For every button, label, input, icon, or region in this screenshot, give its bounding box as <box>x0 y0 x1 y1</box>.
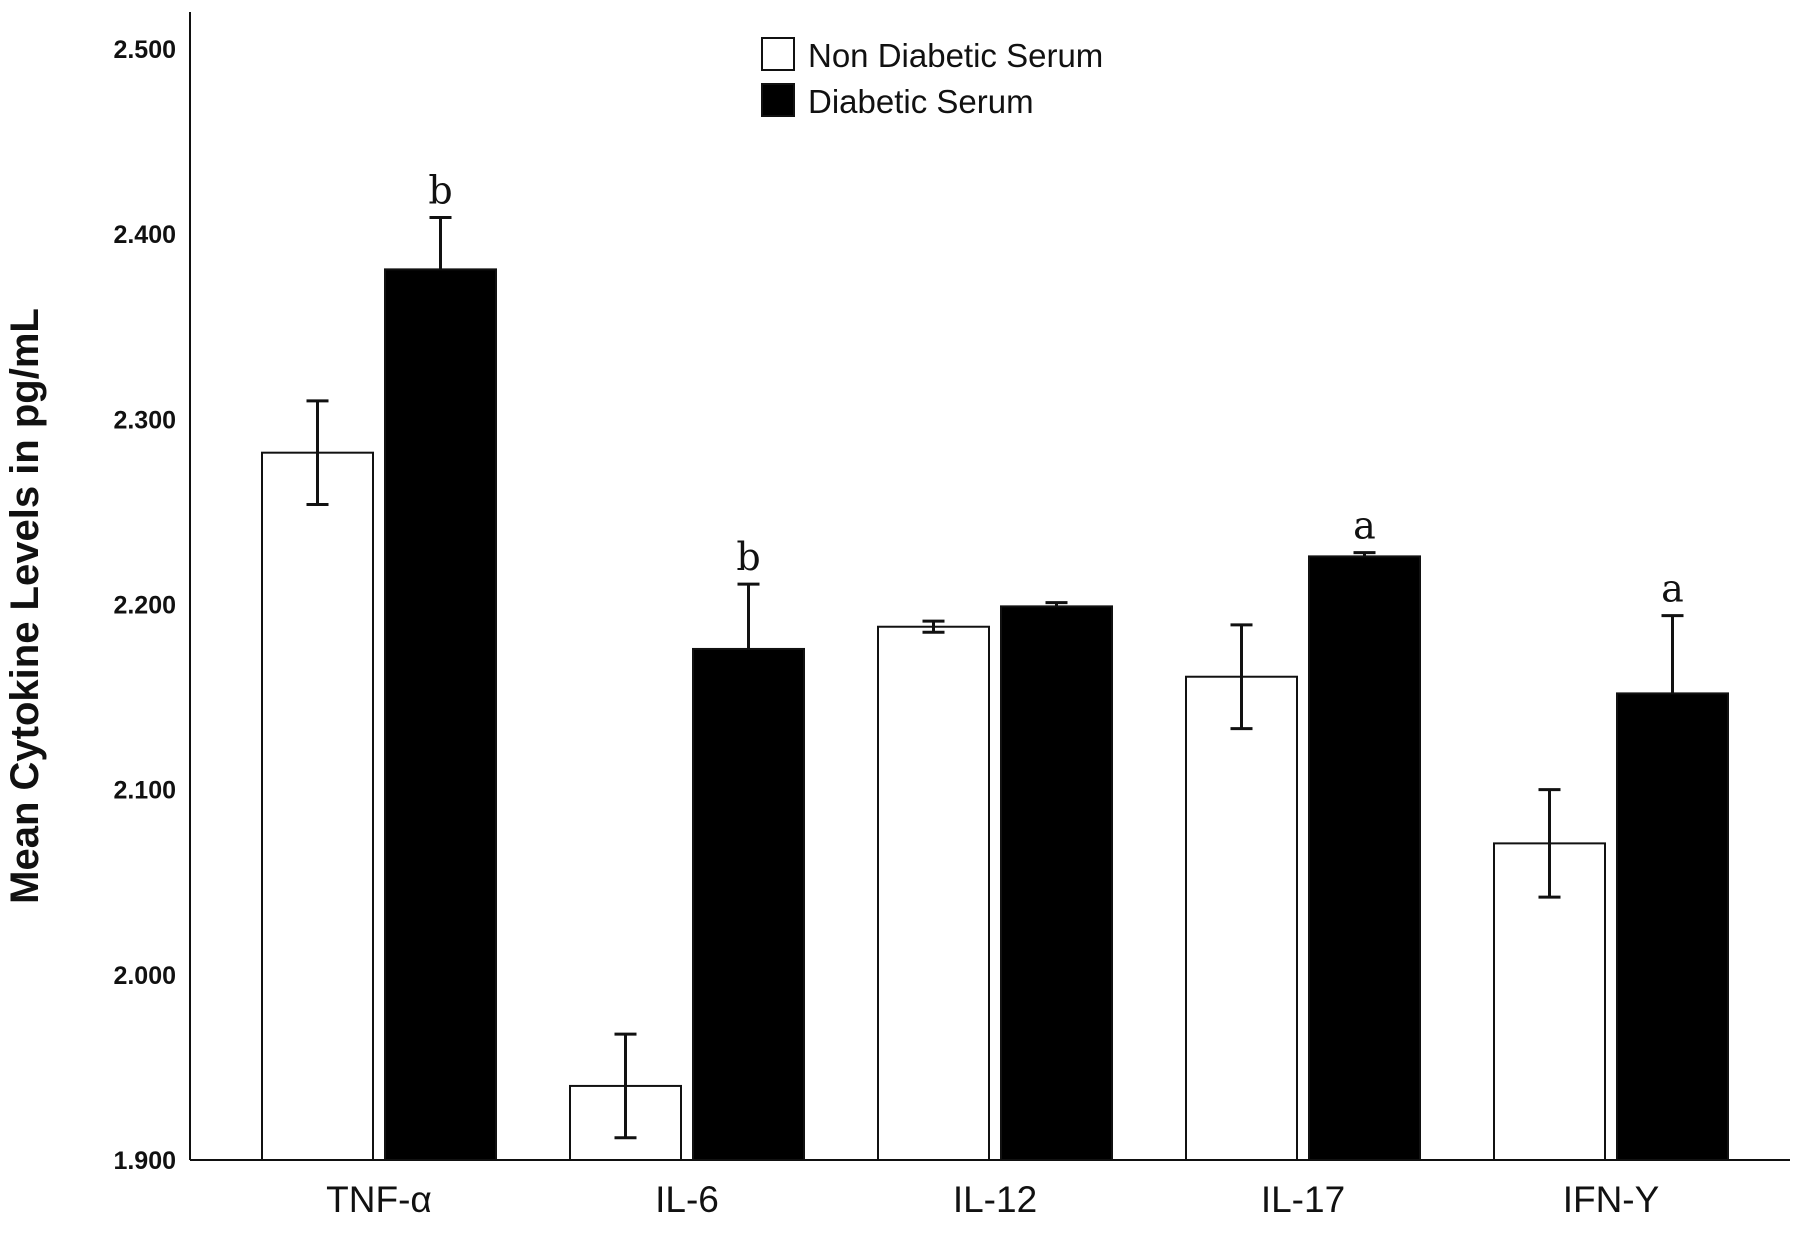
legend-swatch-non-diabetic <box>761 37 795 71</box>
bar-diabetic <box>1616 692 1729 1161</box>
y-tick-label: 2.100 <box>113 777 176 805</box>
category-label: TNF-α <box>326 1179 432 1220</box>
bar-group <box>877 601 1113 1161</box>
legend-label: Diabetic Serum <box>808 83 1034 120</box>
y-tick-label: 2.500 <box>113 36 176 64</box>
bar-diabetic <box>1000 605 1113 1161</box>
bar-diabetic <box>384 268 497 1161</box>
bar-non-diabetic <box>261 451 374 1161</box>
y-tick-labels: 1.900 2.000 2.100 2.200 2.300 2.400 2.500 <box>113 36 176 1175</box>
bar-diabetic <box>692 647 805 1161</box>
legend-label: Non Diabetic Serum <box>808 37 1103 74</box>
significance-label: a <box>1353 504 1376 548</box>
significance-label: b <box>428 169 452 213</box>
y-tick-label: 2.300 <box>113 406 176 434</box>
bar-diabetic <box>1308 555 1421 1161</box>
legend-swatch-diabetic <box>761 83 795 117</box>
bar-group: b <box>261 169 497 1161</box>
bar-non-diabetic <box>877 625 990 1161</box>
bar-group: a <box>1185 504 1421 1161</box>
y-axis-title: Mean Cytokine Levels in pg/mL <box>3 308 47 904</box>
category-label: IL-12 <box>953 1179 1037 1220</box>
legend: Non Diabetic Serum Diabetic Serum <box>761 37 1103 120</box>
category-label: IL-17 <box>1261 1179 1345 1220</box>
y-tick-label: 2.000 <box>113 962 176 990</box>
significance-label: a <box>1661 567 1684 611</box>
bars: b b a a <box>261 169 1729 1161</box>
y-tick-label: 2.200 <box>113 592 176 620</box>
category-label: IL-6 <box>655 1179 719 1220</box>
bar-group: a <box>1493 567 1729 1161</box>
y-tick-label: 2.400 <box>113 221 176 249</box>
y-tick-label: 1.900 <box>113 1147 176 1175</box>
category-label: IFN-Y <box>1563 1179 1660 1220</box>
category-labels: TNF-α IL-6 IL-12 IL-17 IFN-Y <box>326 1179 1659 1220</box>
bar-group: b <box>569 535 805 1161</box>
significance-label: b <box>736 535 760 579</box>
bar-non-diabetic <box>1185 675 1298 1161</box>
